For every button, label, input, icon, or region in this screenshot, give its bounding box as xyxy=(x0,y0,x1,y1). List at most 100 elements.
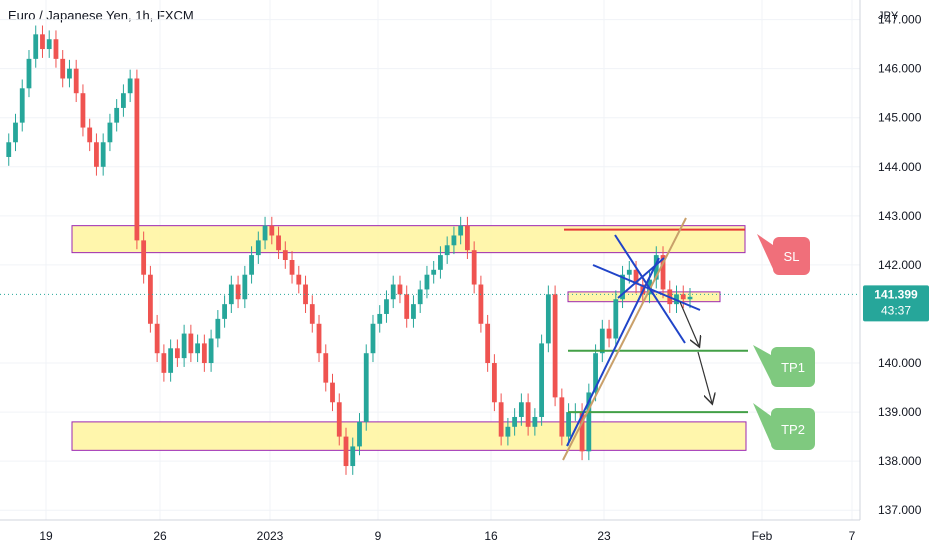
trendline-support xyxy=(566,257,660,447)
callout-pointer xyxy=(753,403,771,444)
candles xyxy=(6,25,693,475)
candle-body xyxy=(363,353,369,422)
x-tick-label: 16 xyxy=(484,529,498,543)
candle-body xyxy=(323,353,329,383)
arrow-tp1 xyxy=(679,301,699,346)
candle-body xyxy=(404,294,410,319)
candle-body xyxy=(94,142,99,167)
candle-body xyxy=(626,269,632,275)
y-tick-label: 143.000 xyxy=(878,209,922,223)
candle-body xyxy=(181,333,187,359)
candle-body xyxy=(606,328,612,339)
candle-body xyxy=(249,255,254,275)
y-tick-label: 145.000 xyxy=(878,111,922,125)
candle-body xyxy=(471,250,477,285)
candle-body xyxy=(444,245,450,256)
candle-body xyxy=(532,416,538,427)
candle-body xyxy=(282,250,288,260)
candle-body xyxy=(80,93,86,128)
callout-label-sl: SL xyxy=(784,249,800,264)
candle-body xyxy=(357,421,362,447)
candle-body xyxy=(505,426,511,437)
callout-label-tp1: TP1 xyxy=(781,360,805,375)
y-tick-label: 138.000 xyxy=(878,454,922,468)
candle-body xyxy=(19,88,25,123)
candle-body xyxy=(620,274,625,300)
candle-body xyxy=(262,225,268,241)
candle-body xyxy=(660,255,666,290)
candle-body xyxy=(579,412,585,452)
candle-body xyxy=(73,68,79,94)
candle-body xyxy=(512,416,518,427)
candle-body xyxy=(451,235,457,246)
price-badge xyxy=(863,285,929,322)
candle-body xyxy=(539,343,545,417)
y-tick-label: 142.000 xyxy=(878,258,922,272)
x-tick-label: 2023 xyxy=(257,529,284,543)
callout-box xyxy=(771,408,815,450)
candle-body xyxy=(121,93,126,108)
price-badge-countdown: 43:37 xyxy=(881,303,911,317)
candle-body xyxy=(438,255,443,270)
candle-body xyxy=(518,402,524,417)
candle-body xyxy=(330,382,335,403)
candle-body xyxy=(46,39,52,50)
candle-body xyxy=(13,122,18,143)
zone-support xyxy=(71,421,747,451)
candle-body xyxy=(53,39,59,59)
candle-body xyxy=(424,274,430,290)
candle-body xyxy=(161,353,167,373)
candle-body xyxy=(525,402,531,427)
candle-body xyxy=(208,338,214,364)
candle-body xyxy=(478,284,484,324)
candle-body xyxy=(586,392,592,452)
candle-body xyxy=(397,284,403,295)
candle-body xyxy=(134,78,140,241)
candle-body xyxy=(465,225,470,251)
candle-body xyxy=(242,274,248,300)
candle-body xyxy=(60,58,66,79)
candle-body xyxy=(384,299,389,314)
candle-body xyxy=(485,323,491,364)
candle-body xyxy=(680,294,686,300)
trendline-channel-bottom xyxy=(592,264,701,311)
candle-body xyxy=(633,269,639,285)
candle-body xyxy=(593,353,598,393)
candle-body xyxy=(390,284,396,300)
x-tick-label: Feb xyxy=(752,529,773,543)
callout-label-tp2: TP2 xyxy=(781,422,805,437)
candle-body xyxy=(147,274,153,324)
candle-body xyxy=(33,34,39,59)
candle-body xyxy=(309,304,315,324)
y-tick-label: 147.000 xyxy=(878,13,922,27)
y-tick-label: 137.000 xyxy=(878,503,922,517)
y-tick-label: 146.000 xyxy=(878,62,922,76)
candle-body xyxy=(411,304,416,319)
candle-body xyxy=(40,34,45,50)
x-tick-label: 19 xyxy=(39,529,53,543)
candle-body xyxy=(316,323,322,354)
candle-body xyxy=(188,333,194,354)
candle-body xyxy=(613,299,619,339)
candle-body xyxy=(552,294,558,398)
candle-body xyxy=(498,402,504,437)
price-badge-value: 141.399 xyxy=(874,287,918,301)
candle-body xyxy=(599,328,605,354)
candle-body xyxy=(296,274,302,285)
trendline-short xyxy=(617,257,665,299)
candle-body xyxy=(566,412,571,437)
y-axis-unit: JPY xyxy=(878,10,899,22)
candle-body xyxy=(168,348,174,373)
candle-body xyxy=(255,240,261,256)
candle-body xyxy=(269,225,275,236)
arrow-tp2 xyxy=(697,351,712,403)
candle-body xyxy=(114,107,120,123)
y-tick-label: 140.000 xyxy=(878,356,922,370)
callout-pointer xyxy=(757,234,773,269)
candle-body xyxy=(141,240,147,275)
candle-body xyxy=(201,343,207,364)
x-tick-label: 23 xyxy=(597,529,611,543)
x-tick-label: 26 xyxy=(153,529,167,543)
candle-body xyxy=(559,397,565,437)
